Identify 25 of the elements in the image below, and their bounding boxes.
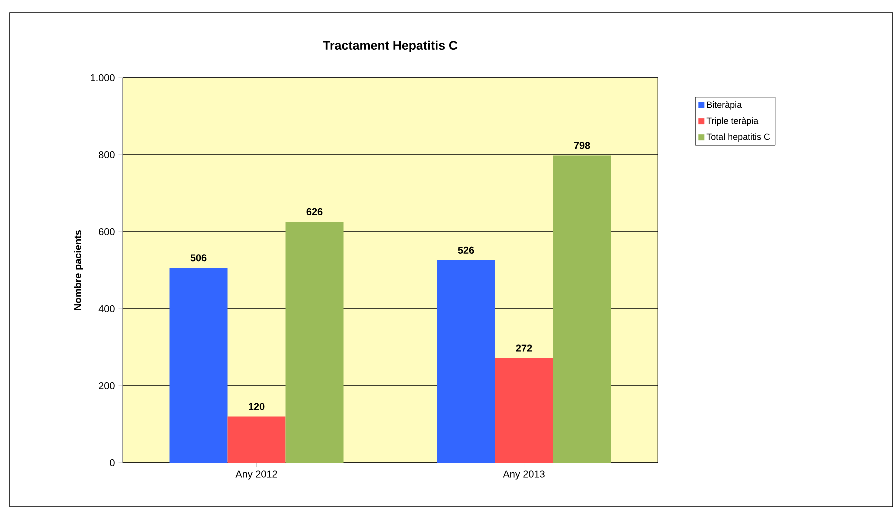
data-label: 798 <box>574 142 590 150</box>
x-tick-label: Any 2013 <box>503 470 545 480</box>
bar <box>170 268 228 463</box>
y-tick-label: 1.000 <box>91 74 115 82</box>
bar <box>495 358 554 463</box>
legend-label: Total hepatitis C <box>706 134 770 142</box>
data-label: 120 <box>249 403 265 410</box>
y-tick-label: 600 <box>99 228 115 236</box>
y-tick-label: 0 <box>110 459 115 467</box>
y-axis-title: Nombre pacients <box>74 230 84 310</box>
y-tick-label: 400 <box>98 305 115 313</box>
data-label: 526 <box>458 246 474 254</box>
bar <box>286 222 344 463</box>
legend-label: Biteràpia <box>707 101 742 110</box>
data-label: 506 <box>190 254 207 262</box>
bar <box>437 260 496 463</box>
legend-label: Triple teràpia <box>706 117 759 126</box>
data-label: 626 <box>306 208 323 216</box>
x-tick-label: Any 2012 <box>236 470 278 480</box>
data-label: 272 <box>516 344 532 352</box>
bar <box>553 156 612 463</box>
y-tick-label: 800 <box>99 151 115 159</box>
y-tick-label: 200 <box>99 382 115 390</box>
chart-title: Tractament Hepatitis C <box>323 40 458 52</box>
bar <box>228 416 286 463</box>
